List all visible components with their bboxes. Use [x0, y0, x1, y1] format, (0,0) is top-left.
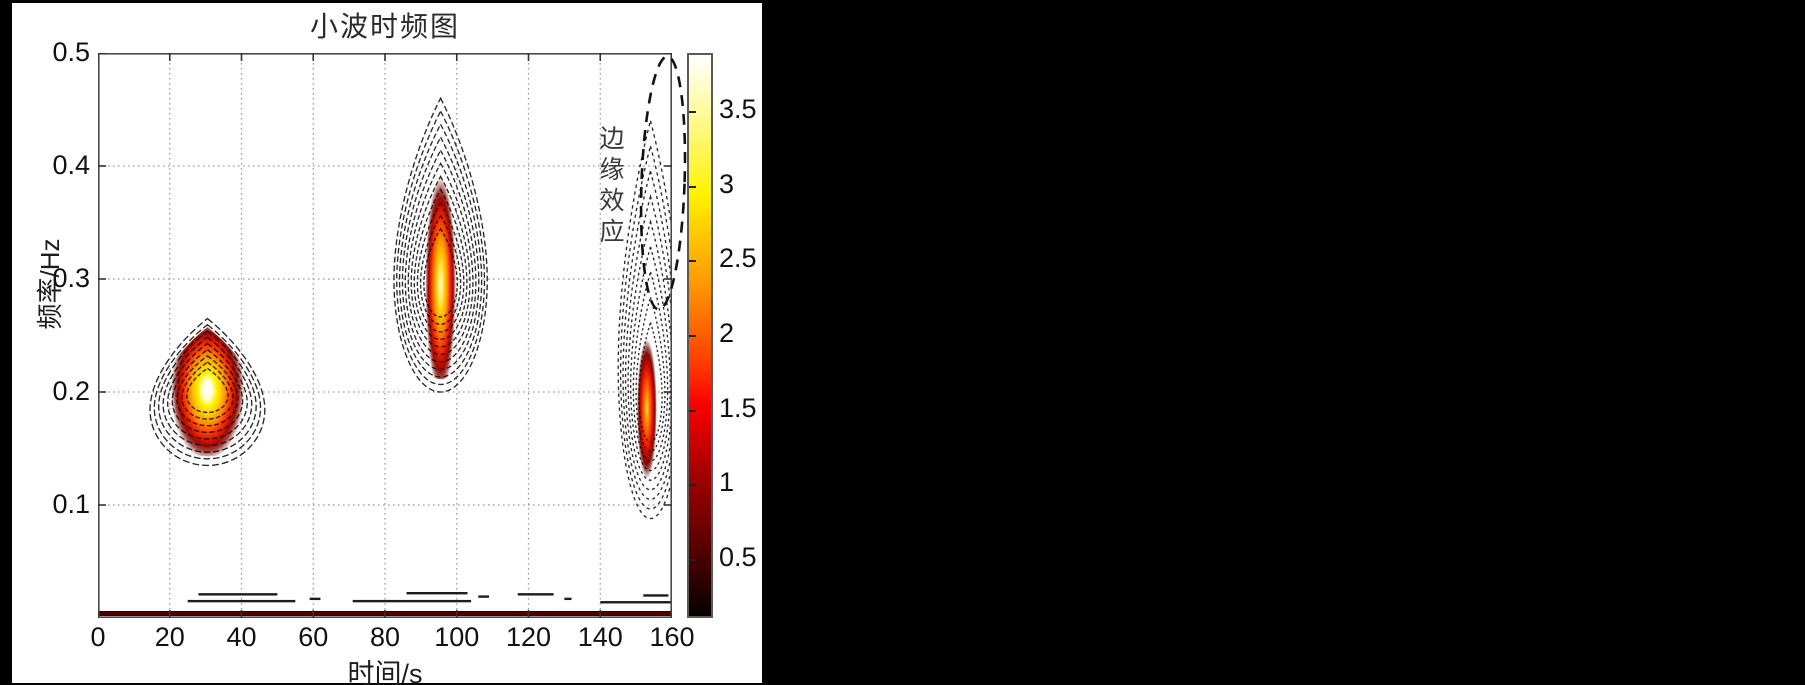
colorbar-tick-label: 0.5: [719, 542, 757, 573]
wavelet-figure: 小波时频图 频率/Hz 时间/s 边缘效应 0 20 40 60 80 100 120 140…: [12, 3, 762, 685]
y-tick-label: 0.3: [52, 263, 90, 293]
x-tick-label: 100: [434, 622, 480, 652]
x-tick-label: 160: [649, 622, 695, 652]
contour-ring: [393, 96, 488, 393]
contour-ring: [396, 109, 486, 386]
colorbar-tick-mark: [689, 185, 696, 188]
x-tick-label: 80: [369, 622, 401, 652]
colorbar-tick-mark: [689, 559, 696, 562]
contour-ring: [166, 342, 248, 440]
colorbar-tick-label: 2: [719, 318, 735, 348]
contour-ring: [622, 168, 672, 501]
colorbar: [687, 53, 713, 618]
contour-ring: [627, 219, 672, 481]
colorbar-tick-label: 1.5: [719, 392, 757, 423]
y-tick-label: 0.5: [52, 37, 90, 67]
edge-band-dash: [406, 592, 468, 595]
colorbar-tick-mark: [689, 409, 696, 412]
y-tick-label: 0.1: [52, 489, 90, 519]
contour-ring: [410, 175, 471, 348]
contour-ring: [407, 162, 474, 356]
edge-band-dash: [643, 594, 669, 597]
contour-ring: [630, 244, 671, 472]
contour-ring: [419, 214, 462, 326]
x-tick-label: 140: [577, 622, 623, 652]
edge-band-dash: [198, 593, 278, 596]
edge-band-dash: [600, 601, 672, 604]
contour-ring: [162, 336, 253, 447]
colorbar-tick-mark: [689, 484, 696, 487]
contour-blob-component-2: [393, 96, 488, 393]
colorbar-tick-label: 3: [719, 168, 735, 199]
x-tick-label: 40: [226, 622, 257, 652]
x-tick-label: 60: [298, 622, 329, 652]
x-axis-label: 时间/s: [347, 659, 423, 685]
colorbar-tick-mark: [689, 260, 696, 263]
colorbar-tick-mark: [689, 110, 696, 113]
contour-ring: [149, 317, 266, 467]
plot-area: 边缘效应: [98, 53, 687, 618]
contour-ring: [398, 122, 483, 378]
x-tick-label: 0: [90, 622, 106, 652]
chart-title: 小波时频图: [309, 11, 460, 42]
x-tick-label: 120: [505, 622, 552, 652]
contour-blob-component-1: [149, 317, 266, 467]
edge-effect-annotation: 边缘效应: [596, 125, 624, 249]
contour-ring: [153, 323, 262, 460]
contour-ring: [413, 188, 468, 341]
contour-ring: [423, 227, 459, 318]
edge-band-dash: [478, 595, 490, 598]
contour-ring: [171, 348, 244, 434]
contour-blob-component-3-edge-effect: [617, 118, 672, 520]
contour-ring: [632, 269, 669, 462]
colorbar-tick-label: 3.5: [719, 93, 757, 124]
y-tick-label: 0.2: [52, 376, 90, 406]
edge-band-dash: [352, 599, 472, 603]
contour-ring: [404, 148, 477, 363]
contour-ring: [401, 135, 480, 371]
edge-band-dash: [187, 599, 296, 603]
contour-ring: [416, 201, 465, 333]
contour-plot: [98, 53, 672, 618]
x-tick-label: 20: [154, 622, 185, 652]
contour-ring: [617, 118, 672, 520]
contour-ring: [176, 355, 239, 427]
contour-ring: [186, 367, 229, 414]
contour-ring: [158, 330, 257, 453]
colorbar-tick-label: 2.5: [719, 243, 757, 274]
edge-band-dash: [517, 593, 554, 596]
contour-ring: [635, 294, 666, 453]
contour-ring: [638, 320, 663, 443]
y-tick-label: 0.4: [52, 150, 90, 180]
blob-core-fill: [155, 327, 259, 457]
edge-band-dash: [564, 597, 572, 601]
colorbar-tick-label: 1: [719, 467, 735, 498]
colorbar-tick-mark: [689, 335, 696, 337]
edge-band-dash: [309, 597, 321, 601]
